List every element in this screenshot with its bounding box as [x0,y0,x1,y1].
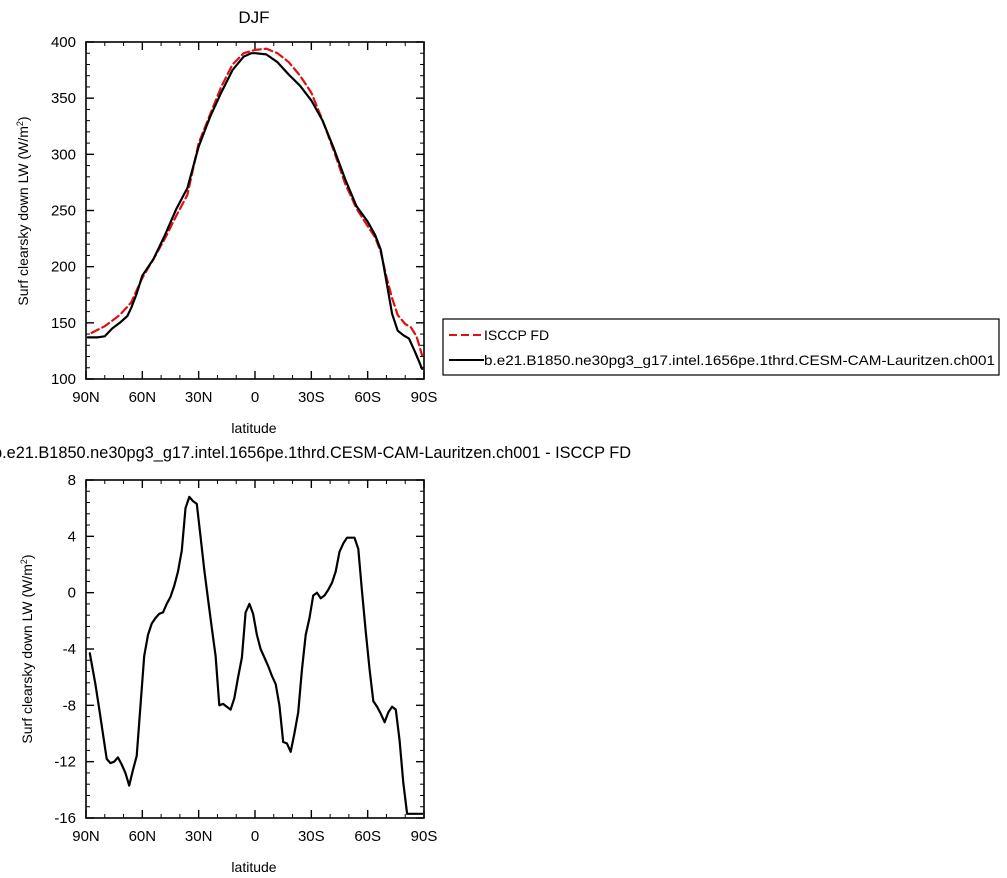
bottom-x-axis-title: latitude [231,859,276,875]
bottom-x-tick-label: 0 [251,828,259,845]
bottom-y-tick-label: -16 [54,810,76,827]
top-y-tick-label: 300 [51,146,76,163]
bottom-x-tick-label: 30S [298,828,325,845]
bottom-y-tick-label: 4 [68,528,76,545]
bottom-y-axis-title: Surf clearsky down LW (W/m2) [19,554,35,743]
top-x-tick-label: 30S [298,389,325,406]
legend-label-isccp: ISCCP FD [484,327,549,343]
bottom-y-axis-title-close: ) [19,554,35,559]
top-y-tick-label: 150 [51,315,76,332]
bottom-x-tick-label: 90N [72,828,100,845]
top-x-tick-label: 90N [72,389,100,406]
top-y-tick-label: 350 [51,90,76,107]
bottom-axis-ticks: 90N 60N 30N 0 30S 60S 90S -16 -12 -8 -4 0 4 8 [54,472,437,845]
bottom-y-tick-label: -12 [54,754,76,771]
bottom-x-tick-label: 60N [129,828,157,845]
top-y-tick-label: 200 [51,259,76,276]
top-y-axis-title: Surf clearsky down LW (W/m2) [15,116,31,305]
top-line-chart: DJF 90N 60N 30N 0 30S 60S 90S 100 150 200 250 300 35… [15,8,437,436]
top-plot-frame [85,41,425,380]
top-x-tick-label: 30N [185,389,213,406]
bottom-y-axis-title-superscript: 2 [19,559,29,564]
top-x-tick-label: 60S [354,389,381,406]
top-y-axis-title-main: Surf clearsky down LW (W/m [15,126,31,305]
top-axis-ticks: 90N 60N 30N 0 30S 60S 90S 100 150 200 250 300 350 400 [51,34,437,406]
top-x-axis-title: latitude [231,420,276,436]
legend-label-model: b.e21.B1850.ne30pg3_g17.intel.1656pe.1th… [484,352,995,368]
top-chart-legend: ISCCP FD b.e21.B1850.ne30pg3_g17.intel.1… [442,318,1000,376]
top-y-tick-label: 250 [51,203,76,220]
top-y-axis-title-close: ) [15,116,31,121]
top-x-tick-label: 60N [129,389,157,406]
bottom-y-axis-title-main: Surf clearsky down LW (W/m [19,564,35,743]
bottom-plot-frame [85,479,425,819]
top-series-line-0 [90,47,424,357]
legend-box [442,318,1000,376]
bottom-x-tick-label: 60S [354,828,381,845]
bottom-x-tick-label: 90S [411,828,438,845]
top-x-tick-label: 0 [251,389,259,406]
bottom-y-tick-label: -4 [63,641,76,658]
bottom-chart-title: b.e21.B1850.ne30pg3_g17.intel.1656pe.1th… [0,443,631,462]
top-y-tick-label: 100 [51,371,76,388]
bottom-y-tick-label: -8 [63,697,76,714]
top-series-group [86,47,424,370]
bottom-series-group [88,495,424,815]
top-x-tick-label: 90S [411,389,438,406]
bottom-y-tick-label: 8 [68,472,76,489]
bottom-line-chart: b.e21.B1850.ne30pg3_g17.intel.1656pe.1th… [0,443,631,875]
bottom-series-line-0 [88,495,424,815]
top-y-axis-title-superscript: 2 [15,121,25,126]
top-y-tick-label: 400 [51,34,76,51]
bottom-y-tick-label: 0 [68,585,76,602]
top-series-line-1 [86,52,424,370]
top-chart-title: DJF [238,8,269,27]
bottom-x-tick-label: 30N [185,828,213,845]
